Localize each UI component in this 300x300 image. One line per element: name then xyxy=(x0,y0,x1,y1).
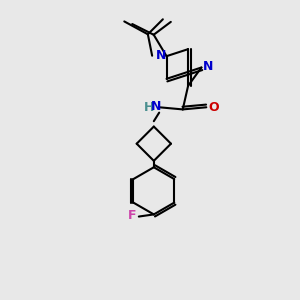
Text: O: O xyxy=(208,101,219,114)
Text: N: N xyxy=(203,60,213,73)
Text: F: F xyxy=(128,209,136,222)
Text: H: H xyxy=(144,101,155,114)
Text: N: N xyxy=(156,49,166,62)
Text: N: N xyxy=(151,100,161,113)
